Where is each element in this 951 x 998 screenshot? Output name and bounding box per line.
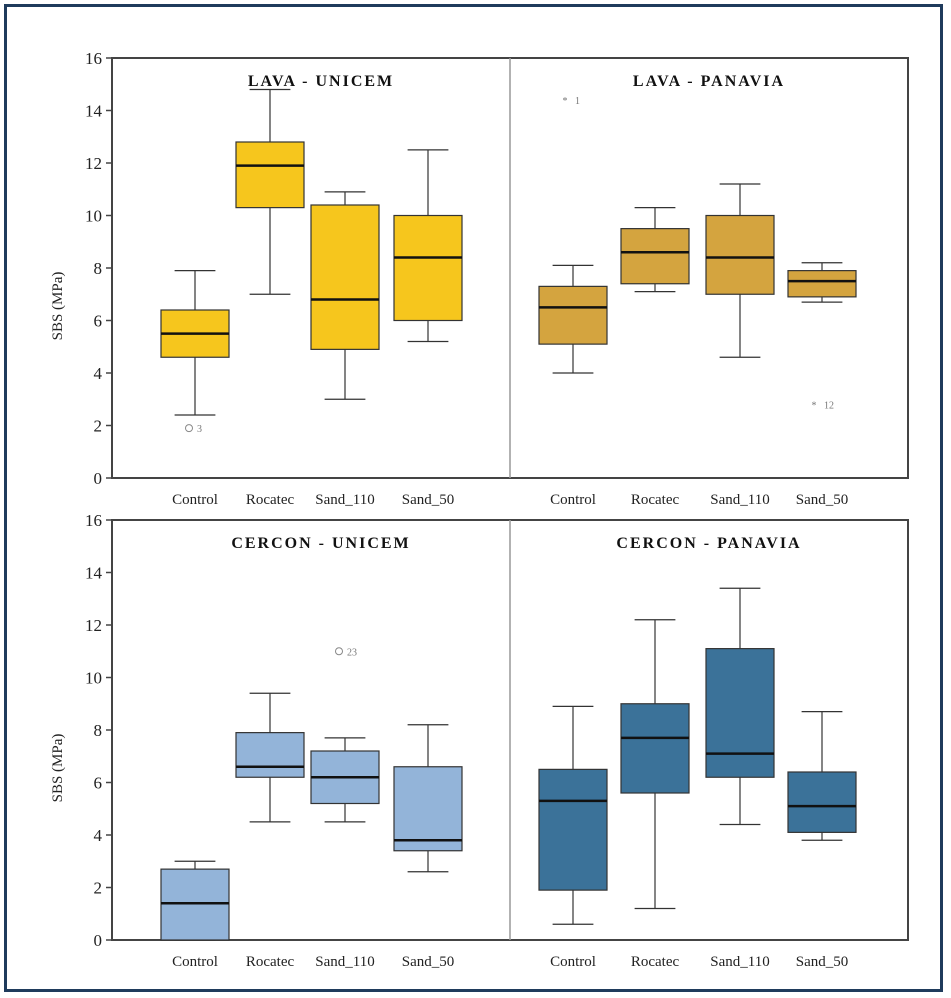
y-tick-label: 10 [85, 669, 102, 688]
x-tick-label: Sand_50 [402, 954, 455, 970]
box-iqr [235, 732, 305, 778]
y-tick-label: 6 [94, 312, 103, 331]
x-tick-label: Sand_110 [710, 492, 769, 508]
y-axis-title: SBS (MPa) [50, 272, 66, 341]
x-tick-label: Sand_110 [315, 492, 374, 508]
y-tick-label: 0 [94, 931, 103, 950]
box-iqr [787, 270, 857, 298]
box-iqr [705, 648, 775, 778]
y-axis-title: SBS (MPa) [50, 734, 66, 803]
y-tick-label: 14 [85, 564, 103, 583]
x-tick-label: Control [172, 492, 218, 508]
y-tick-label: 2 [94, 879, 103, 898]
x-tick-label: Sand_50 [796, 954, 849, 970]
x-tick-label: Sand_50 [402, 492, 455, 508]
box-iqr [538, 768, 608, 891]
box-iqr [538, 285, 608, 345]
outlier-marker [335, 647, 343, 656]
x-tick-label: Rocatec [246, 954, 295, 970]
outlier-marker: * [563, 96, 568, 107]
y-tick-label: 6 [94, 774, 103, 793]
x-tick-label: Control [550, 492, 596, 508]
box-iqr [620, 228, 690, 285]
x-tick-label: Sand_110 [710, 954, 769, 970]
y-tick-label: 14 [85, 102, 103, 121]
outlier-marker [185, 424, 193, 433]
y-tick-label: 2 [94, 417, 103, 436]
outlier-label: 12 [824, 401, 834, 412]
y-tick-label: 12 [85, 154, 102, 173]
box-iqr [235, 141, 305, 209]
box-iqr [620, 703, 690, 794]
x-tick-label: Sand_110 [315, 954, 374, 970]
y-tick-label: 16 [85, 49, 102, 68]
y-tick-label: 8 [94, 259, 103, 278]
box-iqr [393, 766, 463, 852]
y-tick-label: 0 [94, 469, 103, 488]
box-iqr [310, 204, 380, 350]
figure-frame [4, 4, 943, 992]
box-iqr [160, 868, 230, 941]
x-tick-label: Control [550, 954, 596, 970]
box-iqr [393, 214, 463, 322]
y-tick-label: 16 [85, 511, 102, 530]
y-tick-label: 4 [94, 826, 103, 845]
y-tick-label: 12 [85, 616, 102, 635]
x-tick-label: Sand_50 [796, 492, 849, 508]
panel-title: LAVA - PANAVIA [633, 73, 785, 90]
panel-title: CERCON - PANAVIA [616, 535, 801, 552]
y-tick-label: 8 [94, 721, 103, 740]
x-tick-label: Rocatec [631, 492, 680, 508]
outlier-label: 23 [347, 647, 357, 658]
outlier-marker: * [812, 401, 817, 412]
outlier-label: 1 [575, 96, 580, 107]
y-tick-label: 4 [94, 364, 103, 383]
y-tick-label: 10 [85, 207, 102, 226]
x-tick-label: Control [172, 954, 218, 970]
outlier-label: 3 [197, 424, 202, 435]
x-tick-label: Rocatec [631, 954, 680, 970]
x-tick-label: Rocatec [246, 492, 295, 508]
box-iqr [787, 771, 857, 833]
panel-title: LAVA - UNICEM [248, 73, 394, 90]
box-iqr [705, 214, 775, 295]
panel-title: CERCON - UNICEM [231, 535, 410, 552]
